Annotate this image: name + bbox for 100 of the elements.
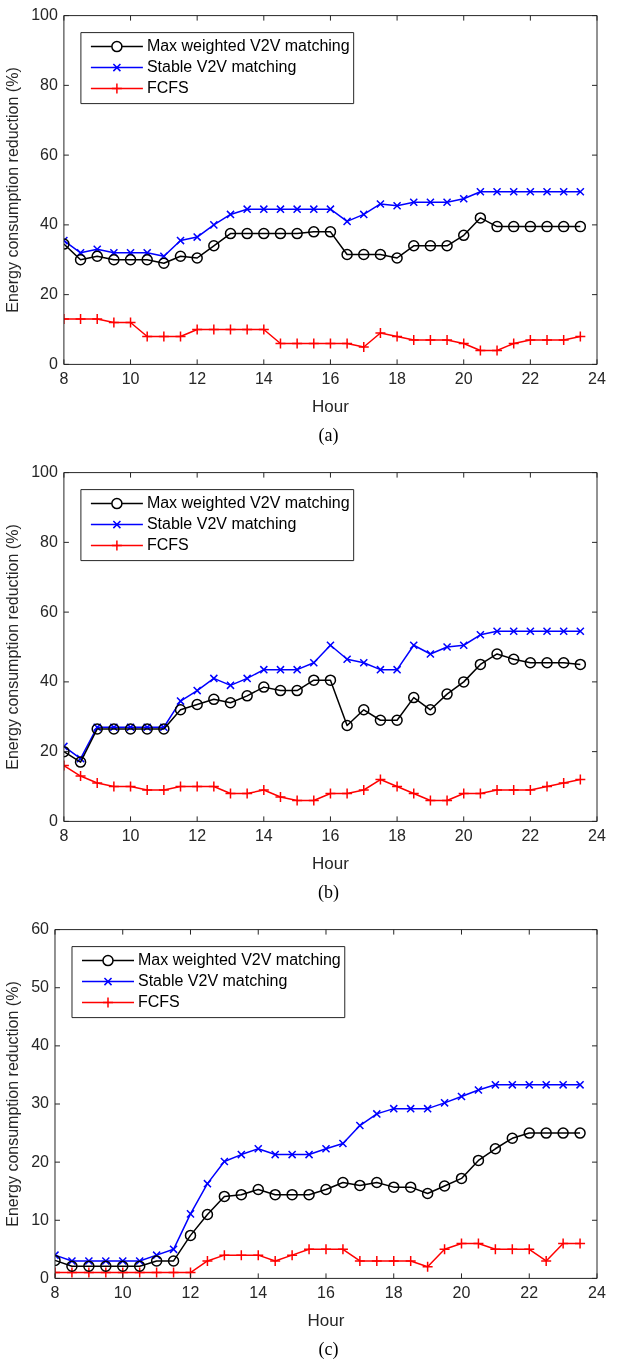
x-axis-title: Hour [307,1311,345,1331]
point [241,787,253,800]
point [338,1139,348,1148]
point [83,1266,95,1279]
point [541,1080,551,1090]
y-tick-label: 0 [48,354,58,372]
point [74,313,87,325]
point [342,654,352,664]
x-tick-label: 16 [321,827,340,845]
point [226,210,235,219]
point [506,1132,519,1145]
point [108,780,120,793]
point [474,212,487,224]
point [74,770,87,782]
point [269,1188,281,1201]
point [526,627,535,636]
point [423,1104,432,1113]
point [526,187,535,197]
point [309,658,319,667]
point [303,1188,315,1201]
point [274,791,287,803]
x-tick-label: 14 [249,1284,268,1302]
point [574,1237,586,1250]
point [459,640,469,650]
point [224,227,237,240]
point [509,187,518,197]
x-tick-label: 18 [388,370,407,388]
point [109,248,119,258]
x-tick-label: 24 [588,370,606,388]
point [424,334,437,346]
point [324,337,337,350]
point [506,1243,519,1256]
point [489,1243,502,1256]
point [209,674,219,683]
point [326,204,335,214]
point [404,1255,417,1267]
point [557,1237,569,1250]
x-tick-label: 8 [59,827,69,845]
point [83,1260,95,1272]
point [74,254,87,266]
point [141,784,153,796]
point [141,254,153,266]
point [150,1255,163,1267]
y-tick-label: 10 [31,1210,50,1228]
x-tick-label: 20 [454,370,473,388]
point [184,1229,197,1242]
point [167,1266,180,1279]
point [359,658,369,667]
point [208,693,220,706]
y-tick-label: 40 [31,1036,50,1054]
point [575,1080,585,1090]
point [176,236,185,245]
point [440,1098,449,1108]
point [108,316,120,329]
x-axis-title: Hour [312,397,350,417]
x-tick-label: 20 [454,827,473,845]
point [201,1255,214,1267]
point [324,674,337,686]
point [374,773,387,786]
point [426,649,435,659]
text: (b) [317,881,340,904]
point [269,1255,281,1267]
point [192,232,202,242]
point [235,1249,248,1261]
point [542,187,552,197]
point [507,220,520,233]
point [174,704,187,716]
point [74,756,87,768]
point [259,665,269,674]
point [524,1080,534,1090]
point [287,1150,297,1159]
point [237,1150,246,1159]
point [91,313,103,325]
point [574,220,587,233]
point [358,341,370,353]
point [292,665,302,674]
point [524,784,537,796]
point [376,665,385,674]
point [142,248,152,258]
point [274,684,287,697]
point [408,691,420,704]
x-tick-label: 8 [50,1284,60,1302]
x-tick-label: 10 [121,370,140,388]
point [408,240,420,252]
point [152,1250,161,1260]
point [574,1127,586,1139]
point [159,251,169,261]
point [270,1150,280,1159]
point [408,334,420,346]
point [258,323,270,336]
point [174,250,187,263]
y-tick-label: 20 [40,285,58,303]
point [100,1260,112,1272]
point [191,780,203,793]
point [406,1104,415,1113]
point [576,187,585,197]
y-tick-label: 60 [40,145,58,163]
point [208,323,220,336]
point [308,794,320,807]
point [424,704,437,716]
